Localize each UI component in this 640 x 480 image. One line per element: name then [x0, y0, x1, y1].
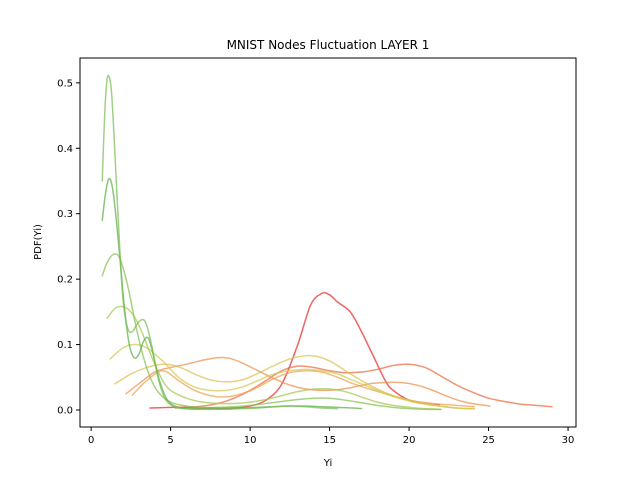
- y-tick-label: 0.4: [57, 144, 73, 155]
- y-tick-label: 0.3: [57, 209, 73, 220]
- x-tick-label: 15: [323, 435, 336, 446]
- series-line-5: [114, 354, 476, 410]
- series-line-6: [109, 343, 476, 410]
- plot-area-frame: [79, 57, 577, 428]
- series-line-2: [174, 363, 553, 409]
- series-group: [101, 74, 553, 411]
- x-tick-label: 25: [482, 435, 495, 446]
- y-axis-ticks: 0.0 0.1 0.2 0.3 0.4 0.5: [57, 78, 80, 416]
- x-tick-label: 0: [88, 435, 94, 446]
- x-tick-label: 30: [562, 435, 575, 446]
- x-tick-label: 20: [403, 435, 416, 446]
- series-line-3: [125, 356, 491, 407]
- y-tick-label: 0.5: [57, 78, 73, 89]
- x-axis-ticks: 0 5 10 15 20 25 30: [88, 427, 574, 446]
- y-tick-label: 0.0: [57, 405, 73, 416]
- y-axis-label: PDF(Yi): [33, 224, 44, 260]
- series-line-8: [101, 253, 442, 411]
- series-line-7: [106, 305, 442, 411]
- x-tick-label: 10: [244, 435, 257, 446]
- chart-title: MNIST Nodes Fluctuation LAYER 1: [227, 38, 430, 52]
- series-line-10: [101, 74, 339, 411]
- x-tick-label: 5: [167, 435, 173, 446]
- y-tick-label: 0.2: [57, 275, 73, 286]
- x-axis-label: Yi: [323, 458, 333, 469]
- y-tick-label: 0.1: [57, 340, 73, 351]
